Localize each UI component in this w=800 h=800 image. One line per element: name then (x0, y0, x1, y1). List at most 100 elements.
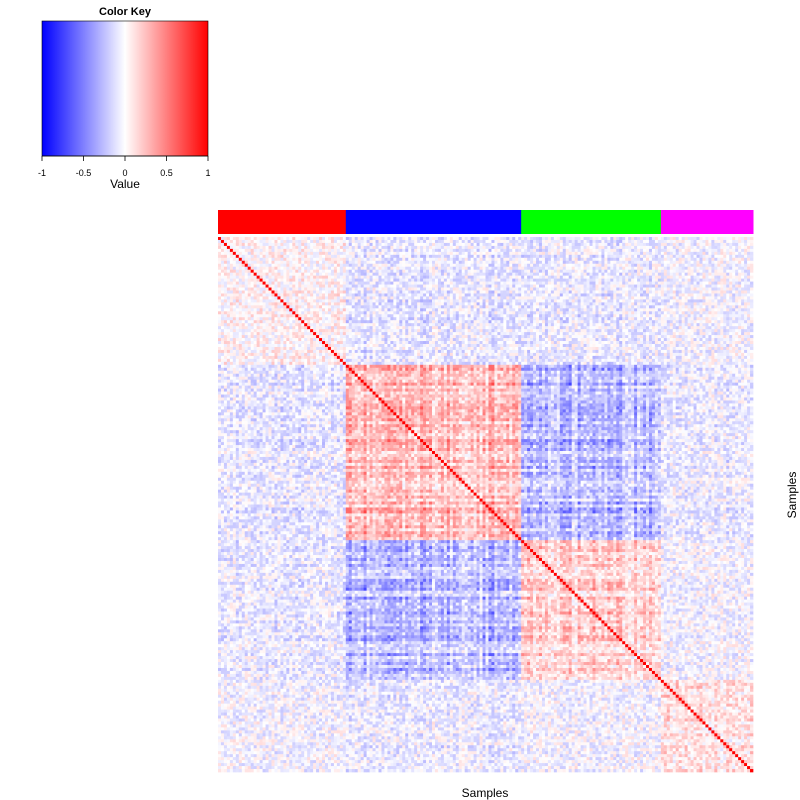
heatmap-cell (218, 707, 221, 710)
heatmap-cell (340, 243, 343, 246)
heatmap-cell (295, 237, 298, 240)
heatmap-cell (221, 564, 224, 567)
heatmap-cell (274, 243, 277, 246)
heatmap-cell (280, 237, 283, 240)
heatmap-cell (679, 243, 682, 246)
heatmap-cell (387, 237, 390, 240)
heatmap-cell (224, 549, 227, 552)
heatmap-cell (227, 537, 230, 540)
heatmap-cell (227, 478, 230, 481)
heatmap-cell (399, 243, 402, 246)
heatmap-cell (289, 237, 292, 240)
heatmap-cell (536, 240, 539, 243)
heatmap-cell (227, 603, 230, 606)
heatmap-cell (224, 436, 227, 439)
heatmap-cell (221, 704, 224, 707)
heatmap-cell (221, 487, 224, 490)
heatmap-cell (221, 505, 224, 508)
heatmap-cell (441, 243, 444, 246)
heatmap-cell (227, 549, 230, 552)
heatmap-cell (637, 246, 640, 249)
heatmap-cell (578, 246, 581, 249)
heatmap-cell (218, 597, 221, 600)
heatmap-cell (227, 567, 230, 570)
heatmap-cell (658, 246, 661, 249)
heatmap-cell (218, 674, 221, 677)
heatmap-cell (221, 305, 224, 308)
heatmap-cell (224, 460, 227, 463)
heatmap-cell (468, 237, 471, 240)
heatmap-cell (227, 296, 230, 299)
heatmap-cell (640, 246, 643, 249)
heatmap-cell (221, 412, 224, 415)
heatmap-cell (295, 246, 298, 249)
heatmap-cell (218, 635, 221, 638)
heatmap-cell (218, 386, 221, 389)
heatmap-cell (301, 243, 304, 246)
heatmap-cell (390, 237, 393, 240)
heatmap-cell (227, 406, 230, 409)
heatmap-cell (242, 237, 245, 240)
heatmap-cell (221, 484, 224, 487)
heatmap-cell (227, 412, 230, 415)
heatmap-cell (741, 237, 744, 240)
heatmap-cell (301, 246, 304, 249)
heatmap-cell (509, 243, 512, 246)
heatmap-cell (227, 311, 230, 314)
heatmap-cell (227, 338, 230, 341)
heatmap-cell (218, 403, 221, 406)
heatmap-cell (218, 748, 221, 751)
heatmap-cell (221, 252, 224, 255)
heatmap-cell (459, 246, 462, 249)
heatmap-cell (595, 243, 598, 246)
heatmap-cell (307, 243, 310, 246)
heatmap-cell (218, 721, 221, 724)
heatmap-cell (708, 246, 711, 249)
heatmap-cell (468, 246, 471, 249)
heatmap-cell (221, 727, 224, 730)
heatmap-cell (218, 285, 221, 288)
heatmap-cell (310, 240, 313, 243)
heatmap-cell (221, 689, 224, 692)
heatmap-cell (221, 314, 224, 317)
heatmap-cell (221, 270, 224, 273)
heatmap-cell (569, 240, 572, 243)
heatmap-cell (694, 243, 697, 246)
heatmap-cell (622, 240, 625, 243)
heatmap-cell (221, 516, 224, 519)
heatmap-cell (453, 246, 456, 249)
heatmap-cell (224, 282, 227, 285)
heatmap-cell (218, 537, 221, 540)
heatmap-cell (218, 719, 221, 722)
heatmap-cell (381, 246, 384, 249)
heatmap-cell (251, 237, 254, 240)
heatmap-cell (536, 243, 539, 246)
heatmap-cell (438, 243, 441, 246)
heatmap-cell (224, 531, 227, 534)
heatmap-cell (221, 243, 224, 246)
heatmap-cell (551, 240, 554, 243)
heatmap-cell (230, 243, 233, 246)
heatmap-cell (408, 246, 411, 249)
heatmap-cell (227, 600, 230, 603)
heatmap-cell (670, 246, 673, 249)
heatmap-cell (221, 472, 224, 475)
heatmap-cell (221, 543, 224, 546)
heatmap-cell (221, 299, 224, 302)
heatmap-cell (221, 344, 224, 347)
heatmap-cell (610, 237, 613, 240)
heatmap-cell (352, 240, 355, 243)
heatmap-cell (376, 240, 379, 243)
heatmap-cell (465, 237, 468, 240)
heatmap-cell (569, 246, 572, 249)
heatmap-cell (227, 519, 230, 522)
heatmap-cell (563, 246, 566, 249)
heatmap-cell (227, 588, 230, 591)
heatmap-cell (277, 237, 280, 240)
heatmap-cell (224, 695, 227, 698)
heatmap-cell (218, 534, 221, 537)
heatmap-cell (218, 445, 221, 448)
heatmap-cell (227, 707, 230, 710)
heatmap-cell (414, 243, 417, 246)
heatmap-cell (221, 460, 224, 463)
